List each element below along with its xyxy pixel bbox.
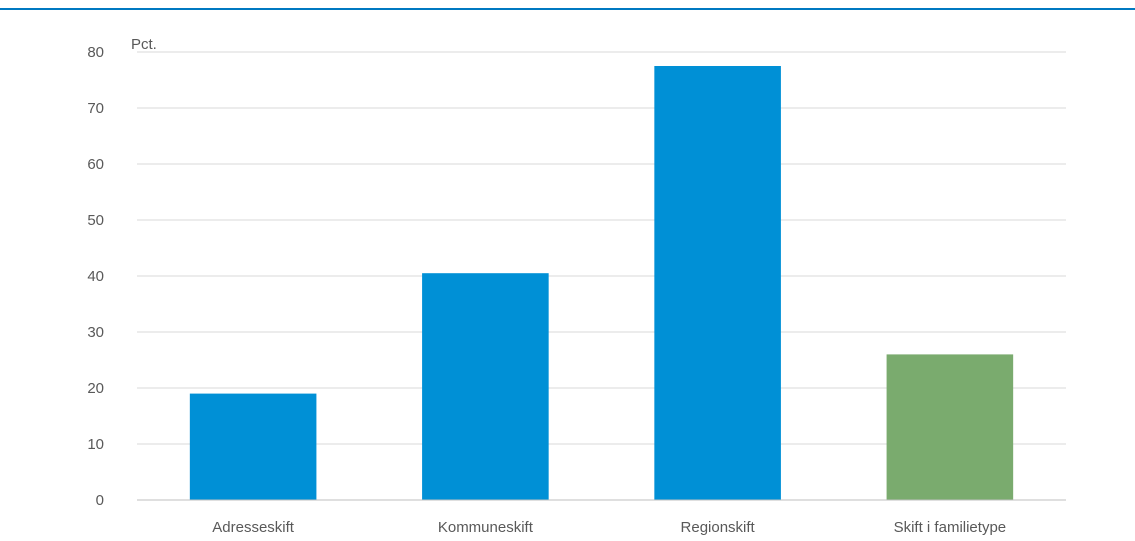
bar-adresseskift [189,393,317,500]
y-tick-label: 20 [87,380,104,397]
bar-skift-i-familietype [886,354,1014,500]
bars [189,66,1014,500]
x-tick-label: Adresseskift [212,519,295,536]
bar-regionskift [654,66,781,500]
x-tick-label: Kommuneskift [438,519,534,536]
bar-kommuneskift [422,273,549,500]
y-tick-label: 60 [87,156,104,173]
header-rule [0,0,1135,10]
y-tick-label: 70 [87,100,104,117]
x-tick-label: Skift i familietype [894,519,1007,536]
y-tick-label: 40 [87,268,104,285]
y-axis-ticks: 0 10 20 30 40 50 60 70 80 [87,44,104,509]
y-tick-label: 50 [87,212,104,229]
y-tick-label: 30 [87,324,104,341]
y-tick-label: 10 [87,436,104,453]
y-tick-label: 80 [87,44,104,61]
x-axis-ticks: Adresseskift Kommuneskift Regionskift Skift… [212,519,1006,536]
x-tick-label: Regionskift [681,519,756,536]
y-tick-label: 0 [96,492,104,509]
y-axis-label: Pct. [131,36,157,53]
